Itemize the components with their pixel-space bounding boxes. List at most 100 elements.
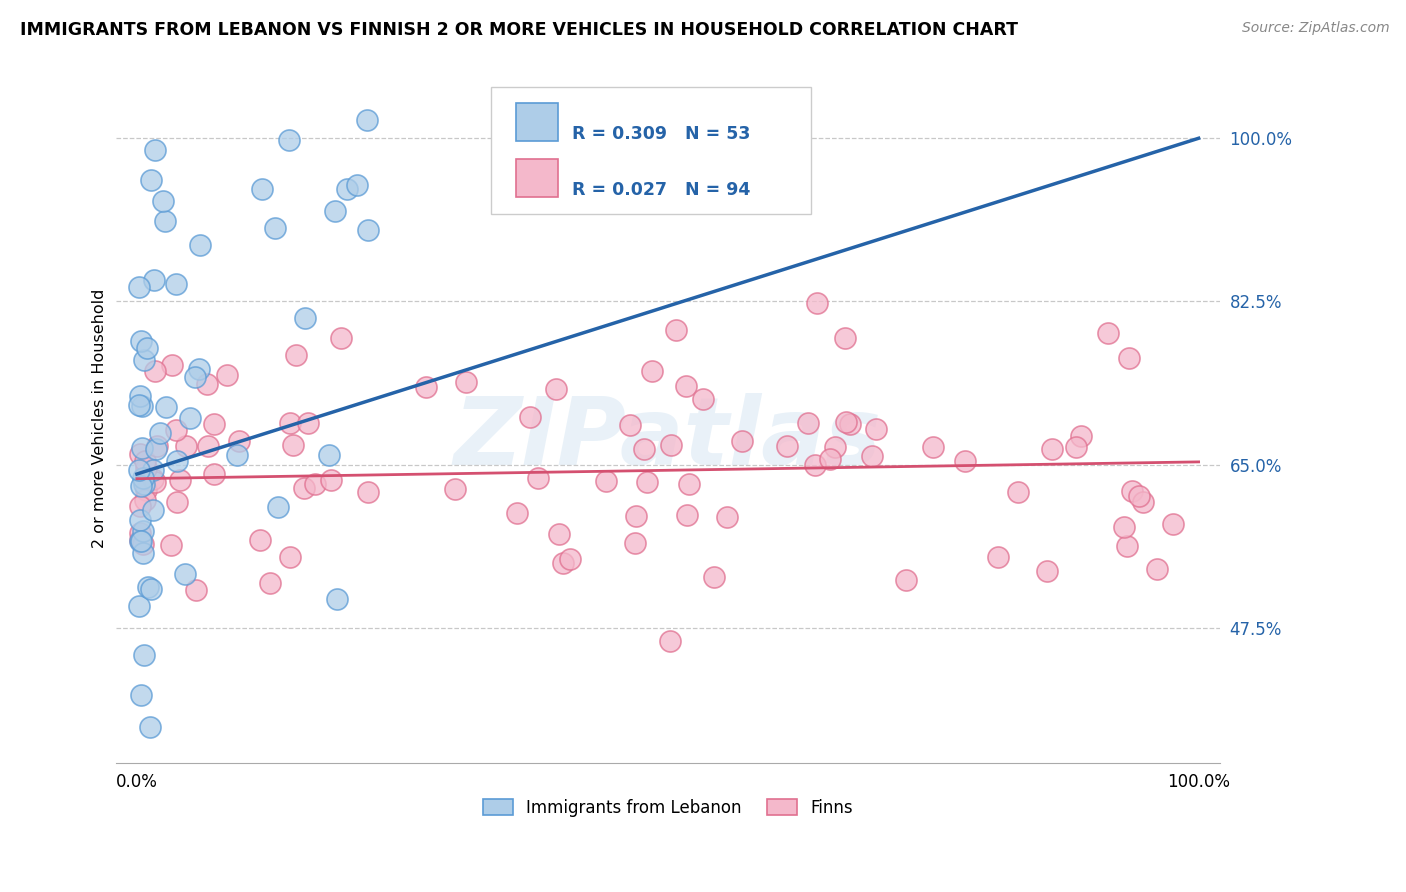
Point: [835, 415, 858, 429]
Point: [357, 223, 380, 237]
Point: [143, 143, 166, 157]
Point: [318, 448, 340, 462]
Point: [250, 182, 273, 196]
Point: [953, 453, 976, 467]
Point: [818, 451, 841, 466]
Point: [132, 353, 155, 368]
Point: [139, 582, 162, 596]
Point: [129, 499, 152, 513]
Point: [1161, 516, 1184, 531]
Point: [136, 341, 159, 355]
Point: [547, 526, 569, 541]
Point: [703, 569, 725, 583]
Point: [675, 379, 697, 393]
Point: [839, 417, 862, 431]
Point: [143, 475, 166, 490]
Point: [640, 364, 662, 378]
Point: [1036, 564, 1059, 578]
Text: Source: ZipAtlas.com: Source: ZipAtlas.com: [1241, 21, 1389, 35]
Point: [145, 439, 167, 453]
Point: [894, 573, 917, 587]
Point: [987, 549, 1010, 564]
Point: [278, 549, 301, 564]
Point: [860, 449, 883, 463]
Point: [619, 417, 641, 432]
Point: [159, 538, 181, 552]
Point: [129, 534, 152, 549]
Point: [1070, 429, 1092, 443]
Point: [145, 442, 167, 457]
Point: [166, 494, 188, 508]
Point: [776, 439, 799, 453]
Point: [285, 348, 308, 362]
Point: [179, 410, 201, 425]
Point: [128, 280, 150, 294]
Point: [129, 534, 152, 549]
Point: [228, 434, 250, 449]
Point: [1146, 562, 1168, 576]
Point: [139, 173, 162, 187]
Point: [558, 552, 581, 566]
Point: [155, 400, 177, 414]
Point: [225, 448, 247, 462]
Point: [165, 423, 187, 437]
Point: [176, 439, 198, 453]
FancyBboxPatch shape: [516, 103, 558, 141]
Point: [136, 580, 159, 594]
Point: [266, 500, 288, 515]
Point: [132, 524, 155, 538]
Point: [678, 476, 700, 491]
FancyBboxPatch shape: [516, 159, 558, 196]
Point: [142, 503, 165, 517]
Point: [356, 112, 378, 127]
Point: [336, 182, 359, 196]
Point: [323, 204, 346, 219]
Point: [1121, 483, 1143, 498]
Point: [135, 461, 157, 475]
Point: [633, 442, 655, 457]
Point: [330, 331, 353, 345]
Point: [454, 375, 477, 389]
Point: [624, 508, 647, 523]
Point: [922, 440, 945, 454]
Point: [143, 364, 166, 378]
Point: [128, 463, 150, 477]
Text: IMMIGRANTS FROM LEBANON VS FINNISH 2 OR MORE VEHICLES IN HOUSEHOLD CORRELATION C: IMMIGRANTS FROM LEBANON VS FINNISH 2 OR …: [20, 21, 1018, 38]
Y-axis label: 2 or more Vehicles in Household: 2 or more Vehicles in Household: [93, 288, 107, 548]
Point: [129, 533, 152, 548]
Point: [806, 295, 828, 310]
Point: [128, 599, 150, 613]
Point: [132, 546, 155, 560]
Point: [506, 506, 529, 520]
Text: R = 0.027   N = 94: R = 0.027 N = 94: [572, 181, 749, 199]
Point: [138, 720, 160, 734]
Point: [544, 382, 567, 396]
Point: [190, 238, 212, 252]
Point: [169, 473, 191, 487]
Point: [595, 474, 617, 488]
Point: [259, 576, 281, 591]
Point: [804, 458, 827, 472]
Point: [1097, 326, 1119, 340]
Point: [277, 133, 299, 147]
Point: [321, 473, 343, 487]
Point: [659, 438, 682, 452]
Point: [128, 513, 150, 527]
Point: [132, 477, 155, 491]
Point: [187, 362, 209, 376]
Point: [527, 470, 550, 484]
Point: [292, 481, 315, 495]
Point: [134, 493, 156, 508]
Point: [716, 510, 738, 524]
Point: [128, 398, 150, 412]
Point: [135, 483, 157, 497]
Point: [731, 434, 754, 448]
Point: [202, 467, 225, 482]
Point: [197, 439, 219, 453]
Point: [195, 377, 218, 392]
Point: [326, 591, 349, 606]
Point: [152, 194, 174, 208]
Point: [692, 392, 714, 406]
Point: [142, 472, 165, 486]
Point: [249, 533, 271, 547]
